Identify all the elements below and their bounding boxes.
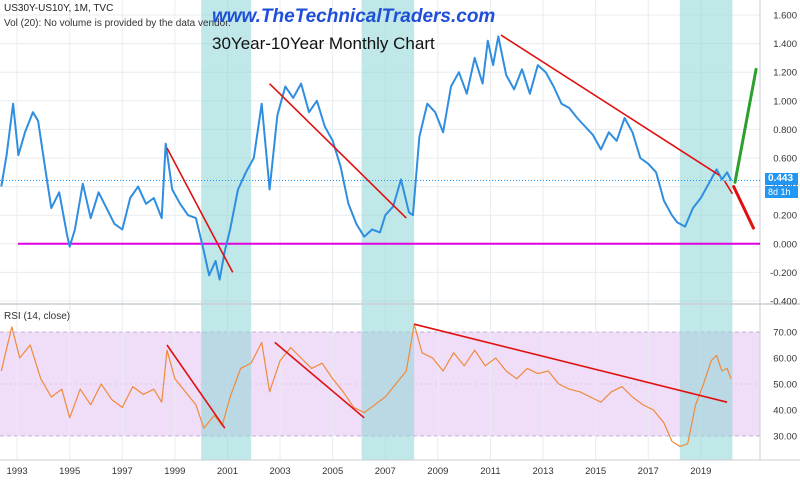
price-tick-label: -0.200 xyxy=(770,268,797,279)
trendline xyxy=(166,147,234,273)
time-tick-label: 2009 xyxy=(427,466,448,477)
price-tick-label: 1.400 xyxy=(773,39,797,50)
price-tick-label: 0.200 xyxy=(773,211,797,222)
shaded-period xyxy=(201,0,252,460)
trendline xyxy=(500,34,720,176)
projection-down xyxy=(732,185,755,230)
time-tick-label: 2005 xyxy=(322,466,343,477)
bar-countdown-badge: 8d 1h xyxy=(765,186,798,198)
price-tick-label: 0.600 xyxy=(773,154,797,165)
shaded-period xyxy=(679,0,733,460)
symbol-label: US30Y-US10Y, 1M, TVC xyxy=(4,3,114,14)
volume-note: Vol (20): No volume is provided by the d… xyxy=(4,18,231,29)
time-tick-label: 1995 xyxy=(59,466,80,477)
price-tick-label: 0.000 xyxy=(773,239,797,250)
price-tick-label: 1.200 xyxy=(773,68,797,79)
trendline xyxy=(268,83,407,219)
time-tick-label: 2007 xyxy=(375,466,396,477)
time-tick-label: 2013 xyxy=(532,466,553,477)
rsi-series-line xyxy=(0,323,732,447)
rsi-tick-label: 40.00 xyxy=(773,406,797,417)
rsi-tick-label: 60.00 xyxy=(773,354,797,365)
rsi-title: RSI (14, close) xyxy=(4,311,71,322)
price-tick-label: 0.800 xyxy=(773,125,797,136)
time-tick-label: 2019 xyxy=(690,466,711,477)
shaded-period xyxy=(361,0,415,460)
projection-up xyxy=(733,67,758,184)
time-tick-label: 2001 xyxy=(217,466,238,477)
site-url[interactable]: www.TheTechnicalTraders.com xyxy=(212,6,496,27)
time-tick-label: 1997 xyxy=(112,466,133,477)
rsi-tick-label: 70.00 xyxy=(773,328,797,339)
time-tick-label: 2011 xyxy=(480,466,500,477)
chart-title: 30Year-10Year Monthly Chart xyxy=(212,34,435,53)
price-tick-label: -0.400 xyxy=(770,297,797,308)
rsi-trendline xyxy=(413,323,728,403)
current-price-badge: 0.443 xyxy=(765,173,798,185)
rsi-trendline xyxy=(166,344,226,429)
trendline xyxy=(723,180,734,195)
time-tick-label: 2017 xyxy=(638,466,659,477)
rsi-tick-label: 50.00 xyxy=(773,380,797,391)
price-tick-label: 1.000 xyxy=(773,96,797,107)
time-tick-label: 2003 xyxy=(269,466,290,477)
time-tick-label: 1999 xyxy=(164,466,185,477)
time-tick-label: 1993 xyxy=(7,466,28,477)
price-tick-label: 1.600 xyxy=(773,11,797,22)
rsi-tick-label: 30.00 xyxy=(773,432,797,443)
spread-series-line xyxy=(0,35,732,281)
time-tick-label: 2015 xyxy=(585,466,606,477)
rsi-trendline xyxy=(274,341,365,419)
